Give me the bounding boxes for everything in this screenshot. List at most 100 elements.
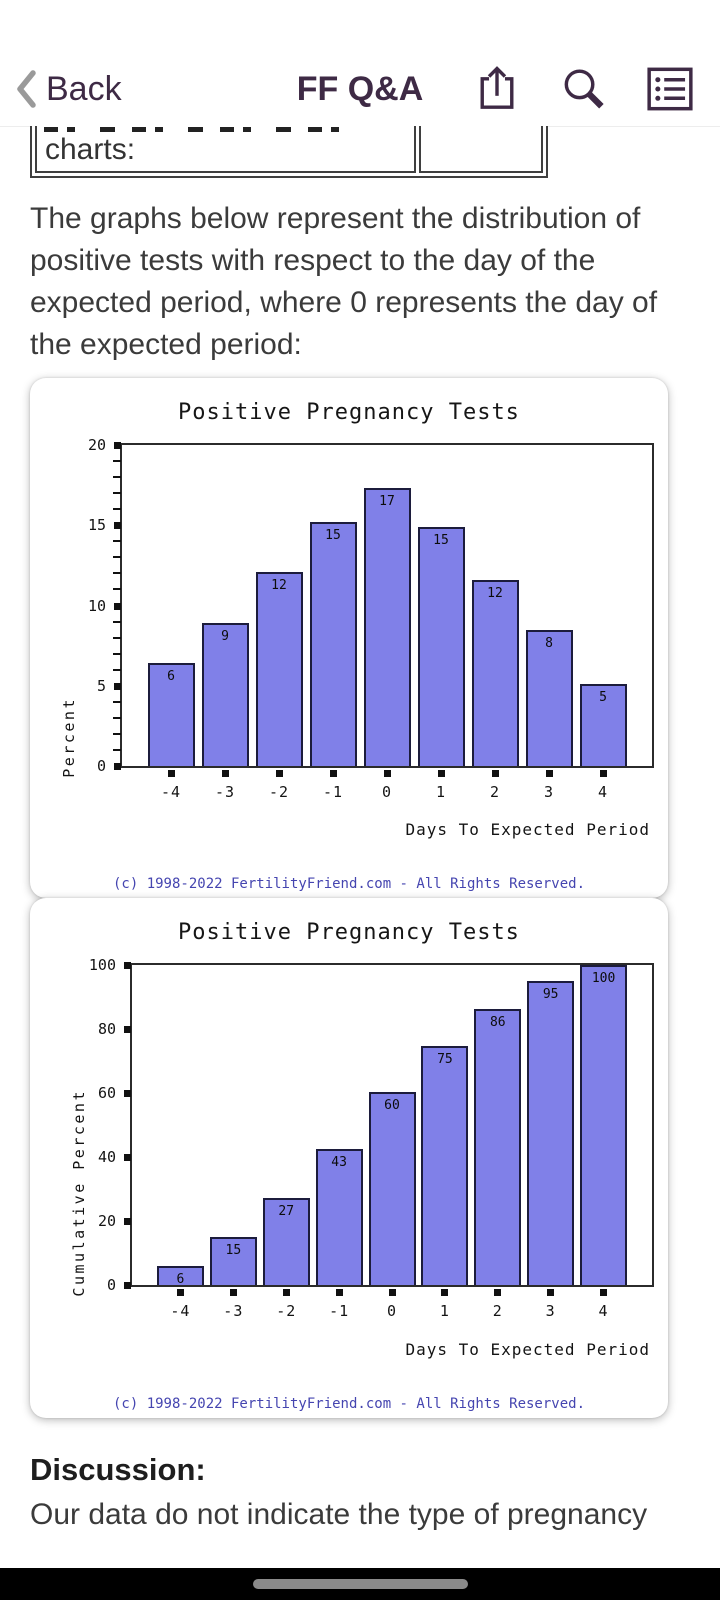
x-tick-label: 0 — [381, 783, 393, 801]
bar--1: 15 — [309, 522, 357, 766]
bar-2: 12 — [471, 579, 519, 766]
x-tick-label: -3 — [223, 1302, 244, 1320]
y-minor-tick — [113, 572, 121, 575]
share-icon[interactable] — [474, 64, 520, 114]
copyright-text: (c) 1998-2022 FertilityFriend.com - All … — [112, 876, 585, 892]
bar-3: 8 — [525, 629, 573, 766]
y-minor-tick — [113, 620, 121, 623]
x-tick-slot — [360, 770, 414, 777]
x-label-slot: 2 — [468, 783, 522, 801]
bar-value-label: 6 — [167, 669, 175, 685]
bar-value-label: 9 — [221, 629, 229, 645]
x-tick-label: -4 — [170, 1302, 191, 1320]
x-label-slot: 0 — [360, 783, 414, 801]
x-label-slot: -3 — [207, 1302, 260, 1320]
x-tick — [383, 770, 391, 777]
chart-title: Positive Pregnancy Tests — [178, 920, 520, 945]
x-tick-label: 2 — [489, 783, 501, 801]
y-tick — [124, 1218, 131, 1225]
bar-value-label: 15 — [433, 532, 449, 548]
plot-area: Percent 0 5 10 15 20 6 9 12 15 17 15 12 8 5 -4 -3 -2 -1… — [60, 436, 654, 801]
x-tick-labels: -4 -3 -2 -1 0 1 2 3 4 — [122, 783, 652, 801]
x-tick-label: 3 — [545, 1302, 556, 1320]
chart-card-percent: Positive Pregnancy Tests Percent 0 5 10 15 2… — [30, 378, 668, 898]
y-minor-tick — [113, 748, 121, 751]
bar-slot: 75 — [418, 965, 471, 1285]
x-tick — [329, 770, 337, 777]
x-label-slot: 1 — [418, 1302, 471, 1320]
y-tick — [124, 1026, 131, 1033]
bar-slot: 6 — [144, 445, 198, 766]
x-label-slot: 3 — [522, 783, 576, 801]
bar-1: 75 — [421, 1045, 469, 1285]
navigation-bar: Back FF Q&A — [0, 52, 720, 127]
x-label-slot: -1 — [306, 783, 360, 801]
y-tick-label: 5 — [96, 676, 106, 695]
y-tick — [124, 962, 131, 969]
y-tick-label: 10 — [87, 596, 106, 615]
bar-value-label: 12 — [271, 577, 287, 593]
x-tick-label: -4 — [160, 783, 182, 801]
y-tick — [114, 522, 121, 530]
x-tick-slot — [471, 1289, 524, 1296]
x-label-slot: 3 — [524, 1302, 577, 1320]
x-label-slot: -3 — [198, 783, 252, 801]
bar--4: 6 — [156, 1266, 204, 1287]
x-tick-slot — [418, 1289, 471, 1296]
x-tick — [491, 770, 499, 777]
x-tick-label: 0 — [386, 1302, 398, 1320]
back-label: Back — [46, 69, 122, 108]
x-tick-label: -3 — [214, 783, 236, 801]
table-cell-answer — [419, 126, 543, 173]
bar-slot: 9 — [198, 445, 252, 766]
x-tick — [441, 1289, 449, 1296]
x-tick-label: 3 — [543, 783, 555, 801]
bar-value-label: 100 — [591, 971, 616, 986]
x-tick-slot — [522, 770, 576, 777]
bars-container: 6 9 12 15 17 15 12 8 5 — [122, 445, 652, 766]
bar-value-label: 8 — [545, 635, 553, 651]
y-minor-tick — [113, 732, 121, 735]
bar-4: 100 — [580, 965, 628, 1285]
table-of-contents-icon[interactable] — [646, 67, 694, 111]
bar-4: 5 — [579, 684, 627, 766]
x-tick — [545, 770, 553, 777]
y-tick-label: 20 — [97, 1212, 116, 1230]
bar-value-label: 5 — [599, 690, 607, 706]
search-icon[interactable] — [560, 66, 606, 112]
home-indicator[interactable] — [252, 1579, 468, 1589]
y-minor-tick — [113, 700, 121, 703]
x-tick — [335, 1289, 343, 1296]
bar-value-label: 60 — [384, 1098, 400, 1114]
x-tick-slot — [366, 1289, 419, 1296]
y-minor-tick — [113, 716, 121, 719]
x-label-slot: -2 — [260, 1302, 313, 1320]
x-tick — [275, 770, 283, 777]
chart-title: Positive Pregnancy Tests — [178, 400, 520, 425]
x-tick — [547, 1289, 555, 1296]
x-tick — [282, 1289, 290, 1296]
x-tick — [437, 770, 445, 777]
x-tick — [176, 1289, 184, 1296]
table-cell-text: charts: — [45, 133, 136, 166]
x-tick-slot — [144, 770, 198, 777]
x-label-slot: 1 — [414, 783, 468, 801]
x-tick-label: 2 — [492, 1302, 503, 1320]
bar-slot: 27 — [260, 965, 313, 1285]
x-tick-label: 1 — [439, 1302, 450, 1320]
bar--1: 43 — [315, 1149, 363, 1285]
x-tick-slot — [207, 1289, 260, 1296]
bar-slot: 17 — [360, 445, 414, 766]
bar-value-label: 17 — [379, 494, 395, 510]
y-minor-tick — [113, 540, 121, 543]
back-button[interactable]: Back — [14, 69, 122, 109]
x-tick — [167, 770, 175, 777]
clipped-text-fragments — [44, 127, 354, 132]
question-table: charts: — [30, 126, 548, 178]
y-tick — [114, 763, 121, 770]
x-label-slot: -4 — [154, 1302, 207, 1320]
plot-area: Cumulative Percent 0 20 40 60 80 100 6 15 27 43 6… — [70, 956, 654, 1320]
y-tick — [114, 442, 121, 449]
bar-0: 60 — [368, 1092, 416, 1285]
x-tick-label: 1 — [435, 783, 447, 801]
